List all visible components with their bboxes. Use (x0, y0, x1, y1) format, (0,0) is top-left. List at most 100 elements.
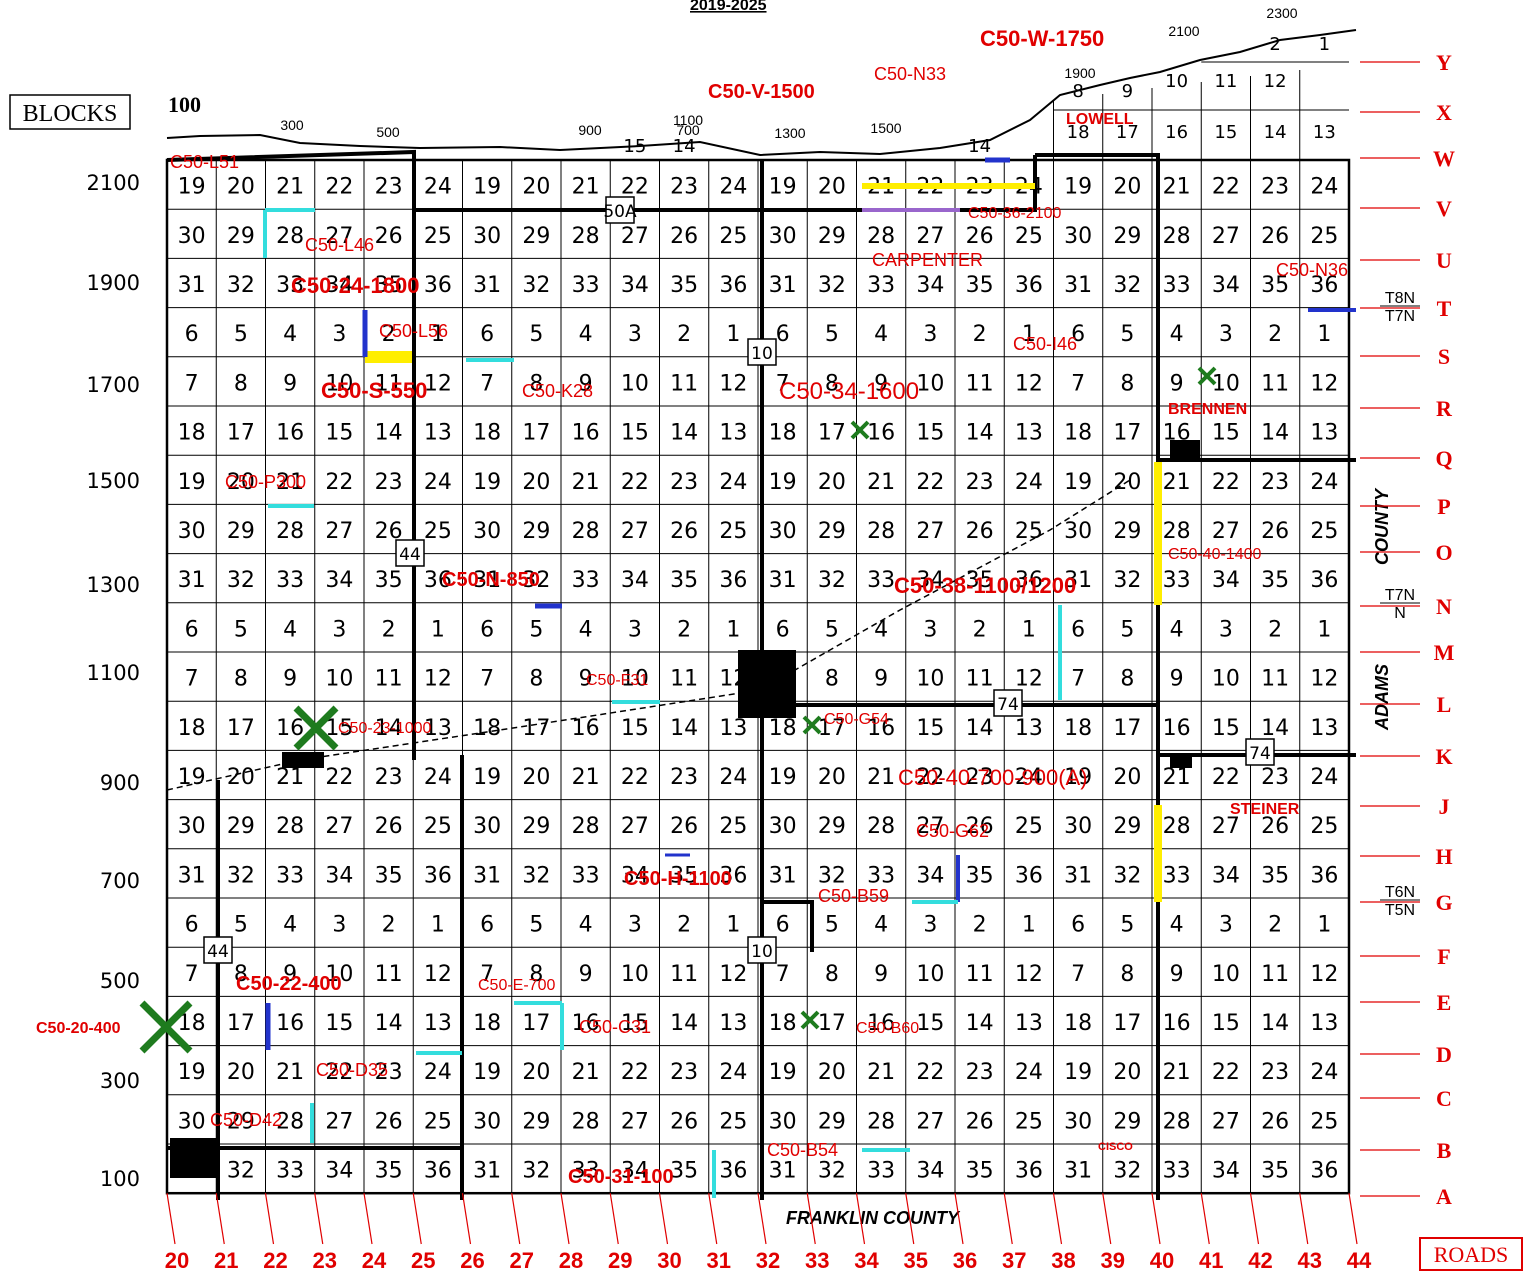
section-number: 33 (867, 1159, 895, 1184)
section-number: 34 (1212, 568, 1240, 593)
section-number: 32 (818, 568, 846, 593)
section-number: 35 (670, 568, 698, 593)
section-number: 29 (522, 519, 550, 544)
road-letter: Q (1435, 446, 1452, 471)
section-number: 34 (325, 863, 353, 888)
section-number: 8 (234, 371, 248, 396)
section-number: 34 (1212, 863, 1240, 888)
section-number: 12 (1015, 667, 1043, 692)
highway-shield-label: 74 (997, 695, 1019, 715)
section-number: 15 (621, 1011, 649, 1036)
section-number: 22 (1212, 1060, 1240, 1085)
section-number: 1 (1319, 34, 1330, 55)
section-number: 34 (621, 568, 649, 593)
road-letter: T (1437, 296, 1452, 321)
section-number: 35 (375, 1159, 403, 1184)
section-number: 14 (670, 716, 698, 741)
block-label-top: 300 (280, 117, 304, 133)
section-number: 2 (1269, 34, 1280, 55)
section-number: 29 (227, 1109, 255, 1134)
road-number: 27 (510, 1248, 534, 1273)
project-label: C50-L46 (305, 235, 374, 255)
town-block (1170, 756, 1192, 768)
section-number: 25 (719, 519, 747, 544)
county-label: COUNTY (1372, 487, 1392, 565)
section-number: 25 (719, 1109, 747, 1134)
section-number: 24 (424, 1060, 452, 1085)
block-label-left: 100 (100, 1167, 140, 1191)
section-number: 12 (424, 667, 452, 692)
section-number: 24 (1015, 765, 1043, 790)
section-number: 23 (375, 765, 403, 790)
road-number: 26 (460, 1248, 484, 1273)
road-letter: B (1437, 1138, 1452, 1163)
road-number: 23 (313, 1248, 337, 1273)
section-number: 16 (1163, 716, 1191, 741)
block-label-left: 1700 (87, 373, 140, 397)
road-number: 22 (263, 1248, 287, 1273)
project-label: C50-F31 (586, 672, 648, 689)
highway-shield-label: 44 (399, 545, 421, 565)
section-number: 21 (572, 1060, 600, 1085)
township-label: T7N (1385, 587, 1415, 604)
section-number: 2 (677, 617, 691, 642)
section-number: 10 (1212, 371, 1240, 396)
project-label: C50-20-400 (36, 1020, 121, 1037)
section-number: 2 (1268, 322, 1282, 347)
section-number: 20 (227, 1060, 255, 1085)
section-number: 10 (325, 371, 353, 396)
section-number: 36 (424, 273, 452, 298)
section-number: 20 (227, 470, 255, 495)
section-number: 12 (424, 962, 452, 987)
section-number: 15 (1212, 421, 1240, 446)
section-number: 30 (1064, 1109, 1092, 1134)
section-number: 32 (1113, 273, 1141, 298)
road-letter: E (1437, 990, 1452, 1015)
section-number: 24 (1310, 175, 1338, 200)
section-number: 23 (966, 1060, 994, 1085)
road-letter: O (1435, 540, 1452, 565)
section-number: 22 (1212, 175, 1240, 200)
section-number: 18 (769, 716, 797, 741)
section-number: 4 (579, 322, 593, 347)
blocks-box (9, 94, 131, 130)
section-number: 14 (968, 136, 991, 157)
section-number: 1 (726, 913, 740, 938)
section-number: 9 (1170, 667, 1184, 692)
road-tick (905, 1193, 915, 1245)
section-number: 26 (1261, 519, 1289, 544)
township-label: T7N (1385, 308, 1415, 325)
section-number: 19 (1064, 175, 1092, 200)
section-number: 3 (628, 913, 642, 938)
section-number: 10 (1212, 962, 1240, 987)
section-number: 13 (424, 716, 452, 741)
section-number: 20 (522, 765, 550, 790)
section-number: 17 (227, 1011, 255, 1036)
section-number: 19 (178, 175, 206, 200)
block-label-top: 700 (676, 122, 700, 138)
section-number: 36 (424, 568, 452, 593)
section-number: 8 (234, 962, 248, 987)
section-number: 31 (1064, 273, 1092, 298)
section-number: 14 (375, 716, 403, 741)
section-number: 22 (1212, 470, 1240, 495)
section-number: 35 (670, 273, 698, 298)
section-number: 15 (325, 1011, 353, 1036)
section-number: 33 (572, 1159, 600, 1184)
section-number: 23 (1261, 765, 1289, 790)
project-label: C50-23-1000 (338, 720, 432, 737)
section-number: 27 (325, 224, 353, 249)
section-number: 22 (916, 1060, 944, 1085)
block-label-top: 2300 (1266, 5, 1297, 21)
section-number: 33 (572, 273, 600, 298)
road-number: 38 (1051, 1248, 1075, 1273)
section-number: 6 (480, 913, 494, 938)
section-number: 34 (621, 863, 649, 888)
section-number: 35 (966, 1159, 994, 1184)
road-tick (954, 1193, 964, 1245)
section-number: 19 (178, 470, 206, 495)
section-number: 9 (1170, 962, 1184, 987)
section-number: 9 (874, 962, 888, 987)
section-number: 33 (867, 568, 895, 593)
